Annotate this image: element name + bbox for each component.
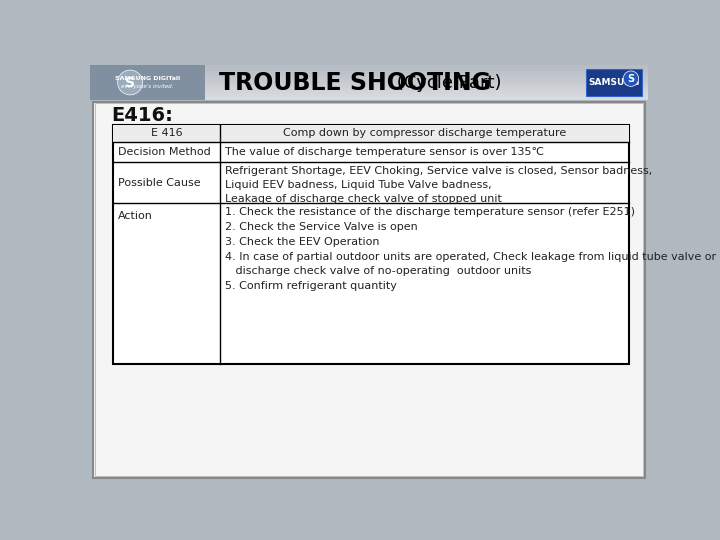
Text: S: S — [627, 73, 634, 84]
Bar — [204, 94, 648, 97]
Bar — [204, 65, 648, 68]
Bar — [90, 65, 204, 100]
Bar — [204, 91, 648, 94]
Text: TROUBLE SHOOTING: TROUBLE SHOOTING — [219, 71, 490, 94]
Text: Decision Method: Decision Method — [118, 147, 211, 157]
Bar — [204, 73, 648, 77]
Text: E 416: E 416 — [151, 129, 183, 138]
Text: Comp down by compressor discharge temperature: Comp down by compressor discharge temper… — [283, 129, 566, 138]
Text: SAMSUNG DIGITall: SAMSUNG DIGITall — [114, 76, 180, 81]
Text: SAMSUNG: SAMSUNG — [588, 78, 639, 87]
Bar — [204, 83, 648, 85]
Text: Refrigerant Shortage, EEV Choking, Service valve is closed, Sensor badness,
Liqu: Refrigerant Shortage, EEV Choking, Servi… — [225, 166, 652, 205]
Text: 1. Check the resistance of the discharge temperature sensor (refer E251)
2. Chec: 1. Check the resistance of the discharge… — [225, 207, 716, 291]
Bar — [204, 71, 648, 73]
Text: everyone's invited.: everyone's invited. — [121, 84, 174, 89]
Bar — [204, 97, 648, 100]
Text: E416:: E416: — [112, 106, 174, 125]
Bar — [204, 89, 648, 91]
Bar — [113, 125, 629, 363]
Bar — [113, 125, 629, 142]
Circle shape — [624, 71, 639, 86]
Bar — [94, 103, 644, 476]
Text: Action: Action — [118, 211, 153, 221]
Text: The value of discharge temperature sensor is over 135℃: The value of discharge temperature senso… — [225, 147, 544, 157]
Text: (Cycle Part): (Cycle Part) — [391, 73, 501, 91]
Bar — [204, 79, 648, 83]
Text: Possible Cause: Possible Cause — [118, 178, 201, 187]
Bar — [204, 68, 648, 71]
Bar — [586, 70, 642, 96]
Circle shape — [117, 70, 143, 95]
Bar — [204, 77, 648, 79]
Text: S: S — [125, 76, 135, 90]
Bar — [204, 85, 648, 89]
